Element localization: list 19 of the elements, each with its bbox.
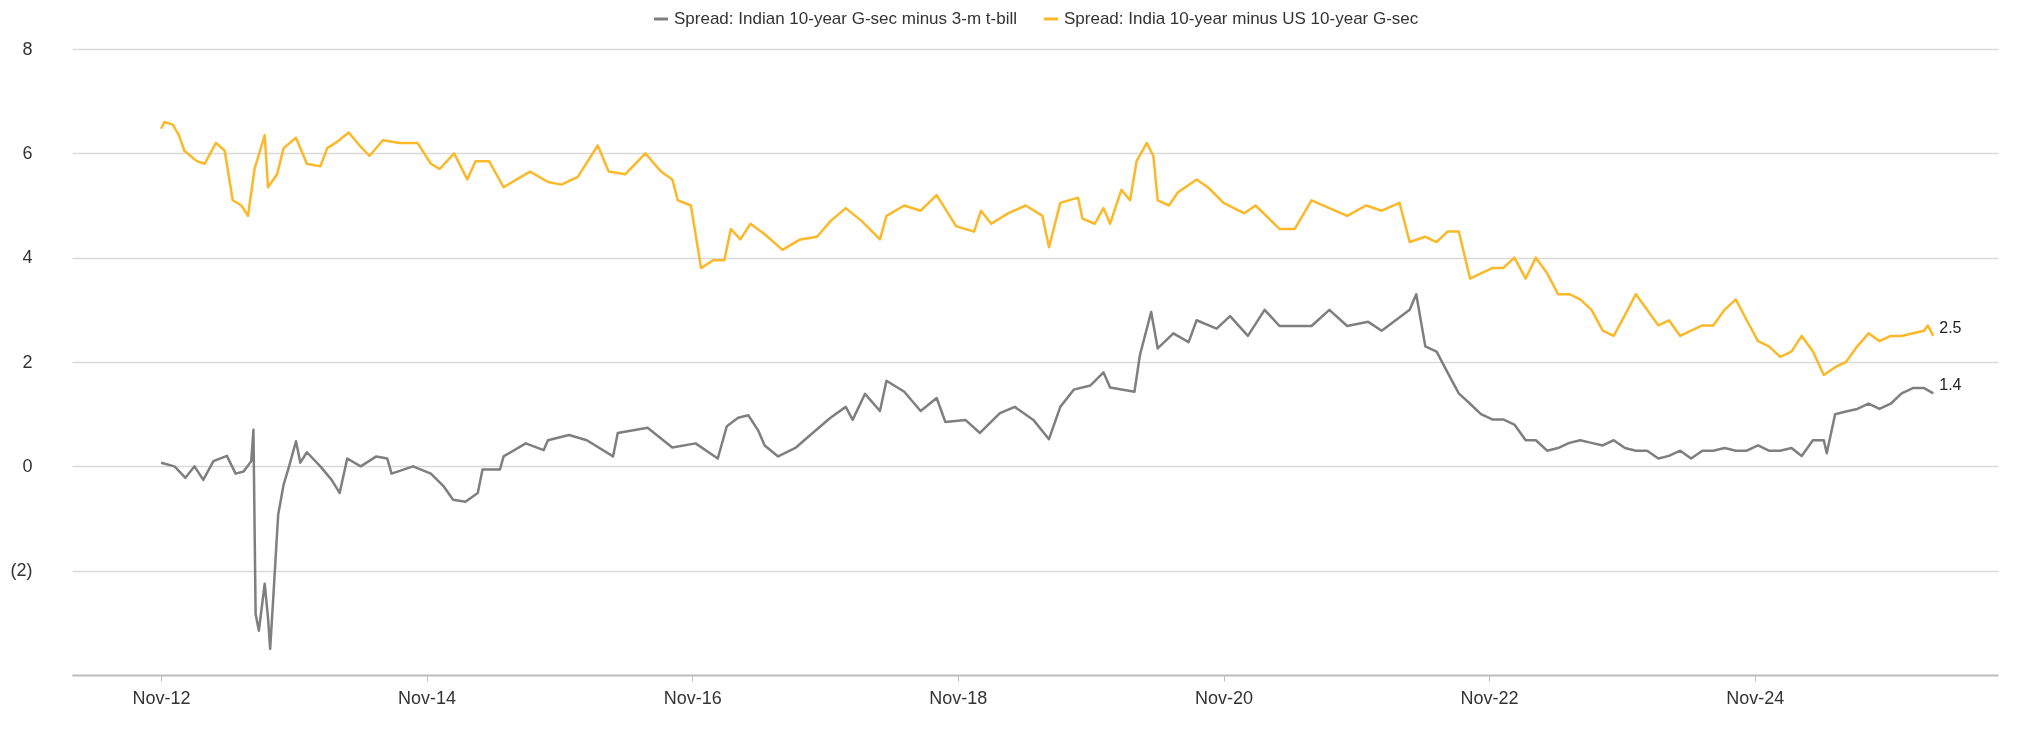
legend-label: Spread: India 10-year minus US 10-year G-sec xyxy=(1064,9,1419,28)
y-tick-label: (2) xyxy=(10,560,33,581)
y-tick-label: 2 xyxy=(22,351,33,372)
x-tick-label: Nov-22 xyxy=(1460,687,1519,708)
x-tick-label: Nov-20 xyxy=(1195,687,1254,708)
line-series xyxy=(159,292,1935,651)
x-tick-label: Nov-18 xyxy=(929,687,988,708)
y-tick-label: 8 xyxy=(22,38,33,59)
x-tick-label: Nov-14 xyxy=(398,687,457,708)
x-tick-label: Nov-24 xyxy=(1726,687,1785,708)
line-series xyxy=(159,120,1935,377)
y-tick-label: 6 xyxy=(22,142,33,163)
y-tick-label: 0 xyxy=(22,455,33,476)
x-tick-label: Nov-12 xyxy=(132,687,191,708)
annotation: 2.5 xyxy=(1939,318,1962,336)
legend-label: Spread: Indian 10-year G-sec minus 3-m t-bill xyxy=(674,9,1017,28)
x-tick-label: Nov-16 xyxy=(663,687,722,708)
annotation: 1.4 xyxy=(1939,376,1962,394)
y-tick-label: 4 xyxy=(22,247,33,268)
